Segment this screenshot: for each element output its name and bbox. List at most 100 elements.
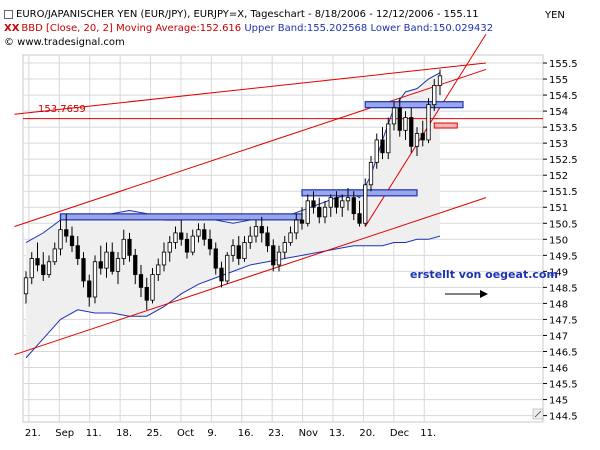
indicator-legend: XX BBD [Close, 20, 2] Moving Average:152.… xyxy=(4,22,493,35)
y-tick-label: 146 xyxy=(549,364,568,375)
lower-channel-trendline xyxy=(14,197,487,356)
candle-body xyxy=(259,226,264,234)
candle-body xyxy=(167,242,172,253)
candle-body xyxy=(121,238,126,259)
candle-body xyxy=(437,75,443,86)
x-tick-label: 16. xyxy=(238,428,254,439)
candle-body xyxy=(35,258,40,266)
x-tick-label: 21. xyxy=(25,428,41,439)
candle-body xyxy=(409,117,414,147)
y-axis: 144.5 145 145.5 146 146.5 147 147.5 148 148.5 149… xyxy=(543,59,578,423)
candle-body xyxy=(179,232,184,240)
zone-box xyxy=(59,213,303,221)
indicator-name: BBD [Close, 20, 2] xyxy=(21,23,113,34)
indicator-ma: Moving Average:152.616 xyxy=(116,23,242,34)
candle-body xyxy=(144,286,149,301)
candle-body xyxy=(322,206,328,218)
candle-body xyxy=(374,139,379,163)
candle-body xyxy=(190,235,195,253)
candle-body xyxy=(294,219,299,234)
candle-body xyxy=(161,251,167,266)
band-fill xyxy=(26,72,440,358)
candle-body xyxy=(104,251,109,269)
candle-body xyxy=(23,277,29,295)
x-tick-label: Dec xyxy=(390,428,409,439)
y-tick-label: 151 xyxy=(549,203,568,214)
indicator-icon: XX xyxy=(4,23,20,34)
candle-body xyxy=(340,200,345,208)
candle-body xyxy=(334,197,339,208)
candle-body xyxy=(138,274,144,288)
copyright-text: © www.tradesignal.com xyxy=(4,37,125,48)
candle-body xyxy=(357,213,362,224)
zone-box xyxy=(301,189,418,197)
chart-title: EURO/JAPANISCHER YEN (EUR/JPY), EURJPY=X… xyxy=(4,8,479,21)
y-tick-label: 155.5 xyxy=(549,59,578,70)
candle-body xyxy=(225,254,230,282)
upper-channel-trendline xyxy=(14,68,487,227)
y-tick-label: 153 xyxy=(549,139,568,150)
x-tick-label: 9. xyxy=(207,428,217,439)
candle-body xyxy=(92,261,98,298)
x-tick-label: 13. xyxy=(329,428,345,439)
x-tick-label: Sep xyxy=(55,428,74,439)
x-tick-label: 11. xyxy=(86,428,102,439)
credit-label: erstellt von oegeat.com xyxy=(410,268,558,281)
indicator-lower-band: Lower Band:150.029432 xyxy=(370,23,494,34)
title-text: EURO/JAPANISCHER YEN (EUR/JPY), EURJPY=X… xyxy=(16,9,479,20)
chart-box-icon xyxy=(4,9,13,19)
resize-grip-icon[interactable] xyxy=(532,408,544,420)
candle-body xyxy=(248,235,253,243)
y-tick-label: 146.5 xyxy=(549,347,578,358)
candle-body xyxy=(288,232,293,243)
candle-body xyxy=(150,274,155,301)
y-tick-label: 153.5 xyxy=(549,123,578,134)
candle-body xyxy=(219,267,224,282)
candle-body xyxy=(127,238,132,256)
y-tick-label: 147.5 xyxy=(549,315,578,326)
candle-body xyxy=(64,229,69,237)
y-tick-label: 152 xyxy=(549,171,568,182)
y-tick-label: 148.5 xyxy=(549,283,578,294)
candle-body xyxy=(317,206,322,218)
y-tick-label: 150 xyxy=(549,235,568,246)
y-tick-label: 151.5 xyxy=(549,187,578,198)
x-tick-label: Nov xyxy=(299,428,319,439)
copyright: © www.tradesignal.com xyxy=(4,36,125,49)
candle-body xyxy=(230,245,236,256)
candle-body xyxy=(69,235,75,247)
candle-body xyxy=(196,229,201,237)
top-line-trendline xyxy=(14,62,487,115)
candle-body xyxy=(276,251,282,266)
candle-body xyxy=(311,200,316,208)
candle-body xyxy=(345,197,351,202)
red-marker xyxy=(433,122,458,129)
candle-body xyxy=(253,226,259,237)
candle-body xyxy=(184,238,190,253)
candle-body xyxy=(110,251,115,272)
candle-body xyxy=(305,200,310,224)
candle-body xyxy=(432,85,437,106)
candle-body xyxy=(202,229,207,240)
candle-body xyxy=(414,133,420,147)
y-tick-label: 147 xyxy=(549,331,568,342)
candle-body xyxy=(52,248,57,263)
candle-body xyxy=(98,261,103,269)
candle-body xyxy=(213,248,218,269)
candle-body xyxy=(29,258,34,279)
x-tick-label: 23. xyxy=(268,428,284,439)
candle-body xyxy=(115,258,121,272)
y-tick-label: 145.5 xyxy=(549,380,578,391)
y-tick-label: 145 xyxy=(549,396,568,407)
currency-label: YEN xyxy=(544,10,565,21)
candle-body xyxy=(380,139,385,154)
x-tick-label: 20. xyxy=(359,428,375,439)
y-tick-label: 155 xyxy=(549,75,568,86)
candle-body xyxy=(81,258,86,282)
candle-body xyxy=(156,264,161,275)
y-tick-label: 152.5 xyxy=(549,155,578,166)
candle-body xyxy=(236,245,241,259)
y-tick-label: 154.5 xyxy=(549,91,578,102)
